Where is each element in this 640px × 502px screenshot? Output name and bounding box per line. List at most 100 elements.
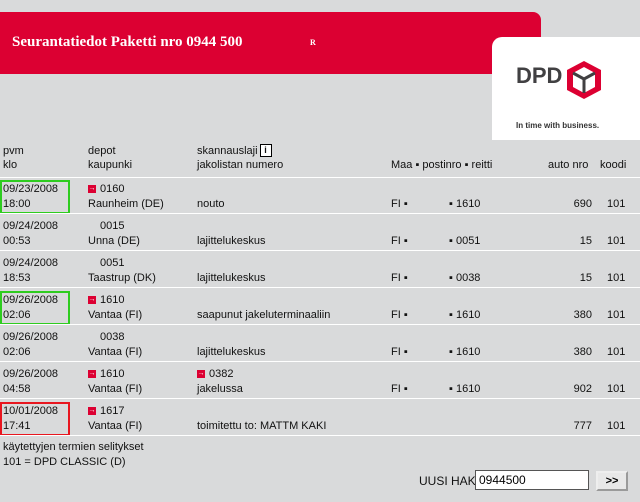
depot-cell: → 1617 Vantaa (FI): [88, 404, 142, 434]
registered-mark: R: [310, 38, 316, 47]
table-row: 09/26/2008 02:06 0038 Vantaa (FI) lajittelu…: [0, 326, 640, 362]
scan-cell: lajittelukeskus: [197, 256, 265, 286]
city-text: Raunheim (DE): [88, 198, 164, 210]
date-text: 09/26/2008: [3, 331, 59, 343]
scan-type-text: toimitettu to: MATTM KAKI: [197, 420, 327, 432]
time-text: 18:53: [3, 272, 31, 284]
col-header-code: koodi: [600, 159, 627, 171]
time-text: 00:53: [3, 235, 31, 247]
datetime-cell: 09/26/2008 02:06: [3, 330, 58, 360]
depot-number[interactable]: 0015: [100, 220, 125, 232]
service-code-text: 101: [607, 420, 626, 432]
city-text: Vantaa (FI): [88, 383, 143, 395]
logo-wordmark: DPD: [516, 63, 563, 88]
row-divider: [0, 250, 640, 251]
date-text: 09/26/2008: [3, 294, 59, 306]
row-divider: [0, 324, 640, 325]
postal-code-text: ▪ 1610: [449, 309, 481, 321]
vehicle-number-text: 902: [573, 383, 592, 395]
date-text: 10/01/2008: [3, 405, 59, 417]
city-text: Vantaa (FI): [88, 420, 143, 432]
depot-cell: 0038 Vantaa (FI): [88, 330, 142, 360]
datetime-cell: 09/26/2008 02:06: [3, 293, 58, 323]
scan-cell: → 0382 jakelussa: [197, 367, 243, 397]
time-text: 04:58: [3, 383, 31, 395]
col-header-date: pvm klo: [3, 145, 24, 171]
country-text: FI ▪: [391, 235, 408, 247]
city-text: Vantaa (FI): [88, 346, 143, 358]
scan-type-text: lajittelukeskus: [197, 235, 266, 247]
arrow-icon[interactable]: →: [88, 407, 96, 416]
depot-number[interactable]: 1610: [100, 294, 125, 306]
col-header-country-postal-route: Maa ▪ postinro ▪ reitti: [391, 159, 493, 171]
arrow-icon[interactable]: →: [88, 296, 96, 305]
service-code-text: 101: [607, 309, 626, 321]
depot-number[interactable]: 0051: [100, 257, 125, 269]
info-icon[interactable]: i: [259, 144, 272, 157]
table-row: 10/01/2008 17:41 → 1617 Vantaa (FI) toimitet…: [0, 400, 640, 436]
time-text: 18:00: [3, 198, 31, 210]
time-text: 02:06: [3, 346, 31, 358]
scan-cell: nouto: [197, 182, 225, 212]
depot-number[interactable]: 1610: [100, 368, 125, 380]
tracking-number-input[interactable]: [475, 470, 589, 490]
date-text: 09/23/2008: [3, 183, 59, 195]
search-button[interactable]: >>: [596, 471, 628, 491]
service-code-text: 101: [607, 272, 626, 284]
city-text: Unna (DE): [88, 235, 140, 247]
datetime-cell: 09/26/2008 04:58: [3, 367, 58, 397]
scan-type-text: saapunut jakeluterminaaliin: [197, 309, 331, 321]
service-code-text: 101: [607, 346, 626, 358]
vehicle-number-text: 380: [573, 346, 592, 358]
legend-title: käytettyjen termien selitykset: [3, 441, 144, 453]
service-code-text: 101: [607, 198, 626, 210]
row-divider: [0, 287, 640, 288]
city-text: Vantaa (FI): [88, 309, 143, 321]
time-text: 02:06: [3, 309, 31, 321]
postal-code-text: ▪ 1610: [449, 198, 481, 210]
header-banner: Seurantatiedot Paketti nro 0944 500 R: [0, 12, 541, 74]
delivery-list-number[interactable]: 0382: [209, 368, 234, 380]
scan-cell: lajittelukeskus: [197, 330, 265, 360]
vehicle-number-text: 15: [579, 235, 592, 247]
vehicle-number-text: 777: [573, 420, 592, 432]
tagline: In time with business.: [516, 121, 600, 130]
table-row: 09/26/2008 04:58 → 1610 Vantaa (FI) → 0382 jake…: [0, 363, 640, 399]
depot-cell: → 1610 Vantaa (FI): [88, 293, 142, 323]
datetime-cell: 10/01/2008 17:41: [3, 404, 58, 434]
country-text: FI ▪: [391, 383, 408, 395]
vehicle-number-text: 380: [573, 309, 592, 321]
scan-cell: saapunut jakeluterminaaliin: [197, 293, 330, 323]
country-text: FI ▪: [391, 272, 408, 284]
vehicle-number-text: 690: [573, 198, 592, 210]
cube-icon: [567, 61, 601, 99]
table-row: 09/24/2008 18:53 0051 Taastrup (DK) lajitte…: [0, 252, 640, 288]
date-text: 09/24/2008: [3, 220, 59, 232]
city-text: Taastrup (DK): [88, 272, 156, 284]
scan-type-text: lajittelukeskus: [197, 346, 266, 358]
legend-item: 101 = DPD CLASSIC (D): [3, 456, 126, 468]
arrow-icon[interactable]: →: [88, 370, 96, 379]
table-row: 09/24/2008 00:53 0015 Unna (DE) lajitteluke…: [0, 215, 640, 251]
arrow-icon[interactable]: →: [197, 370, 205, 379]
depot-number[interactable]: 0038: [100, 331, 125, 343]
date-text: 09/26/2008: [3, 368, 59, 380]
postal-code-text: ▪ 1610: [449, 346, 481, 358]
scan-type-text: lajittelukeskus: [197, 272, 266, 284]
scan-cell: lajittelukeskus: [197, 219, 265, 249]
depot-number[interactable]: 0160: [100, 183, 125, 195]
postal-code-text: ▪ 1610: [449, 383, 481, 395]
header-divider: [0, 177, 640, 178]
arrow-icon[interactable]: →: [88, 185, 96, 194]
postal-code-text: ▪ 0038: [449, 272, 481, 284]
scan-type-text: jakelussa: [197, 383, 243, 395]
dpd-logo: DPD In time with business.: [492, 37, 640, 140]
datetime-cell: 09/23/2008 18:00: [3, 182, 58, 212]
service-code-text: 101: [607, 235, 626, 247]
vehicle-number-text: 15: [579, 272, 592, 284]
depot-number[interactable]: 1617: [100, 405, 125, 417]
scan-type-text: nouto: [197, 198, 225, 210]
table-row: 09/23/2008 18:00 → 0160 Raunheim (DE) nouto F…: [0, 178, 640, 214]
legend: käytettyjen termien selitykset 101 = DPD…: [3, 440, 144, 470]
page-title: Seurantatiedot Paketti nro 0944 500: [12, 34, 243, 50]
